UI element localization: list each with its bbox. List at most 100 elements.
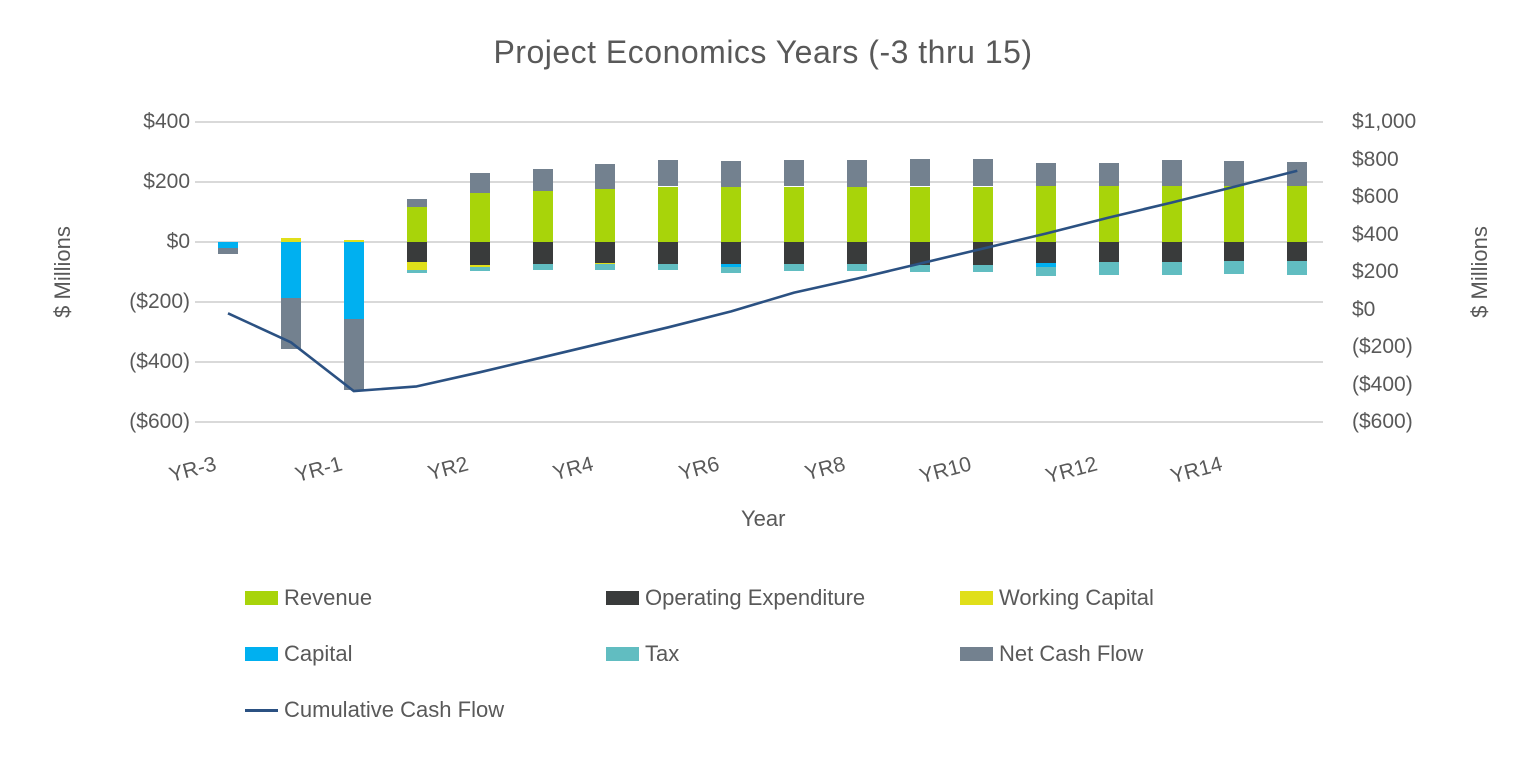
legend-swatch-operating-expenditure bbox=[606, 591, 639, 605]
bar-segment-net-cash-flow-yr4 bbox=[595, 163, 616, 189]
legend-swatch-net-cash-flow bbox=[960, 647, 993, 661]
left-axis-tick-label: $0 bbox=[166, 230, 190, 253]
bar-segment-operating-expenditure-yr3 bbox=[532, 242, 553, 264]
left-axis-tickmark bbox=[195, 361, 203, 363]
bar-segment-net-cash-flow-yr12 bbox=[1098, 162, 1119, 186]
bar-segment-net-cash-flow-yr10 bbox=[972, 159, 993, 187]
left-axis-tickmark bbox=[195, 301, 203, 303]
right-axis-tick-label: $800 bbox=[1352, 147, 1399, 171]
bar-segment-revenue-yr5 bbox=[658, 186, 679, 242]
bar-segment-capital-yr-1 bbox=[343, 242, 364, 319]
right-axis-tick-label: ($400) bbox=[1352, 372, 1413, 396]
legend-label-net-cash-flow: Net Cash Flow bbox=[999, 641, 1144, 666]
bar-segment-net-cash-flow-yr1 bbox=[406, 199, 427, 207]
x-axis-tick-label-yr-3: YR-3 bbox=[166, 452, 219, 488]
right-axis-title: $ Millions bbox=[1467, 226, 1492, 318]
left-axis-tickmark bbox=[195, 121, 203, 123]
left-axis-tick-label: ($400) bbox=[129, 350, 190, 373]
legend-label-cumulative-cash-flow: Cumulative Cash Flow bbox=[284, 697, 505, 722]
bar-segment-tax-yr9 bbox=[909, 264, 930, 272]
left-axis-tick-label: ($600) bbox=[129, 410, 190, 433]
left-axis-tick-label: $400 bbox=[143, 110, 190, 133]
bar-segment-revenue-yr1 bbox=[406, 206, 427, 242]
left-axis-tickmark bbox=[195, 181, 203, 183]
bar-segment-tax-yr3 bbox=[532, 263, 553, 270]
bar-segment-revenue-yr8 bbox=[847, 186, 867, 242]
gridline bbox=[203, 361, 1323, 363]
bar-segment-operating-expenditure-yr5 bbox=[658, 242, 679, 264]
bar-segment-operating-expenditure-yr9 bbox=[909, 242, 930, 265]
bar-segment-operating-expenditure-yr11 bbox=[1035, 242, 1056, 263]
bar-segment-net-cash-flow-yr14 bbox=[1224, 161, 1245, 186]
legend-label-working-capital: Working Capital bbox=[999, 585, 1154, 610]
bar-segment-tax-yr15 bbox=[1287, 260, 1308, 276]
bar-segment-tax-yr6 bbox=[721, 266, 742, 273]
bar-segment-operating-expenditure-yr14 bbox=[1224, 242, 1245, 261]
bar-segment-revenue-yr13 bbox=[1161, 185, 1182, 242]
gridline bbox=[203, 121, 1323, 123]
bar-segment-revenue-yr12 bbox=[1098, 185, 1119, 242]
x-axis-tick-label-yr-1: YR-1 bbox=[292, 452, 345, 488]
bar-segment-tax-yr1 bbox=[406, 269, 427, 273]
bar-segment-net-cash-flow-yr-3 bbox=[218, 248, 238, 254]
legend-item-tax: Tax bbox=[606, 641, 680, 666]
bar-segment-tax-yr14 bbox=[1224, 260, 1245, 275]
legend-item-net-cash-flow: Net Cash Flow bbox=[960, 641, 1144, 666]
x-axis-tick-label-yr2: YR2 bbox=[425, 452, 471, 486]
bar-segment-net-cash-flow-yr-1 bbox=[343, 318, 364, 390]
bar-segment-capital-yr-2 bbox=[280, 242, 301, 298]
bar-segment-tax-yr4 bbox=[595, 263, 616, 271]
bar-segment-revenue-yr9 bbox=[909, 186, 930, 242]
x-axis-tick-label-yr6: YR6 bbox=[676, 452, 723, 486]
x-axis-tick-label-yr8: YR8 bbox=[802, 452, 848, 486]
legend-swatch-capital bbox=[245, 647, 278, 661]
bar-segment-operating-expenditure-yr8 bbox=[847, 242, 867, 264]
bar-segment-tax-yr10 bbox=[972, 264, 993, 272]
legend-label-capital: Capital bbox=[284, 641, 353, 666]
bar-segment-revenue-yr14 bbox=[1224, 185, 1245, 242]
x-axis-tick-label-yr4: YR4 bbox=[550, 452, 597, 486]
right-axis-tick-label: $200 bbox=[1352, 260, 1399, 283]
bar-segment-operating-expenditure-yr4 bbox=[595, 242, 616, 263]
x-axis-tick-label-yr14: YR14 bbox=[1168, 452, 1226, 489]
bar-segment-tax-yr12 bbox=[1098, 262, 1119, 276]
left-axis-tick-label: ($200) bbox=[129, 290, 190, 313]
bar-segment-operating-expenditure-yr1 bbox=[406, 242, 427, 263]
right-axis-tick-label: $400 bbox=[1352, 222, 1399, 246]
legend-item-operating-expenditure: Operating Expenditure bbox=[606, 585, 865, 610]
legend-item-cumulative-cash-flow: Cumulative Cash Flow bbox=[245, 697, 505, 722]
legend-swatch-tax bbox=[606, 647, 639, 661]
bar-segment-net-cash-flow-yr6 bbox=[721, 161, 742, 187]
right-axis-tick-label: $1,000 bbox=[1352, 110, 1417, 133]
bar-segment-revenue-yr11 bbox=[1035, 185, 1056, 242]
bar-segment-working-capital-yr1 bbox=[406, 262, 427, 270]
bar-segment-net-cash-flow-yr9 bbox=[909, 159, 930, 187]
bar-segment-tax-yr5 bbox=[658, 263, 679, 271]
gridline bbox=[203, 241, 1323, 243]
bar-segment-tax-yr7 bbox=[784, 263, 805, 272]
right-axis-tick-label: $600 bbox=[1352, 185, 1399, 208]
gridline bbox=[203, 421, 1323, 423]
bar-segment-revenue-yr15 bbox=[1287, 185, 1308, 242]
x-axis-tick-label-yr12: YR12 bbox=[1042, 452, 1100, 489]
bar-segment-revenue-yr2 bbox=[469, 193, 490, 242]
left-axis-tickmark bbox=[195, 241, 203, 243]
left-axis-tick-label: $200 bbox=[143, 170, 190, 193]
legend-label-revenue: Revenue bbox=[284, 585, 373, 610]
bar-segment-net-cash-flow-yr5 bbox=[658, 159, 679, 187]
bar-segment-operating-expenditure-yr13 bbox=[1161, 242, 1182, 263]
legend-label-tax: Tax bbox=[645, 641, 680, 666]
bar-segment-net-cash-flow-yr15 bbox=[1287, 161, 1308, 186]
legend-swatch-cumulative-cash-flow bbox=[245, 708, 278, 712]
bar-segment-net-cash-flow-yr8 bbox=[847, 159, 867, 187]
bar-segment-operating-expenditure-yr15 bbox=[1287, 242, 1308, 261]
legend-item-capital: Capital bbox=[245, 641, 353, 666]
bar-segment-operating-expenditure-yr12 bbox=[1098, 242, 1119, 263]
bar-segment-net-cash-flow-yr11 bbox=[1035, 163, 1056, 186]
bar-segment-revenue-yr10 bbox=[972, 186, 993, 242]
gridline bbox=[203, 181, 1323, 183]
bar-segment-tax-yr13 bbox=[1161, 262, 1182, 276]
left-axis-tickmark bbox=[195, 421, 203, 423]
bar-segment-operating-expenditure-yr6 bbox=[721, 242, 742, 264]
